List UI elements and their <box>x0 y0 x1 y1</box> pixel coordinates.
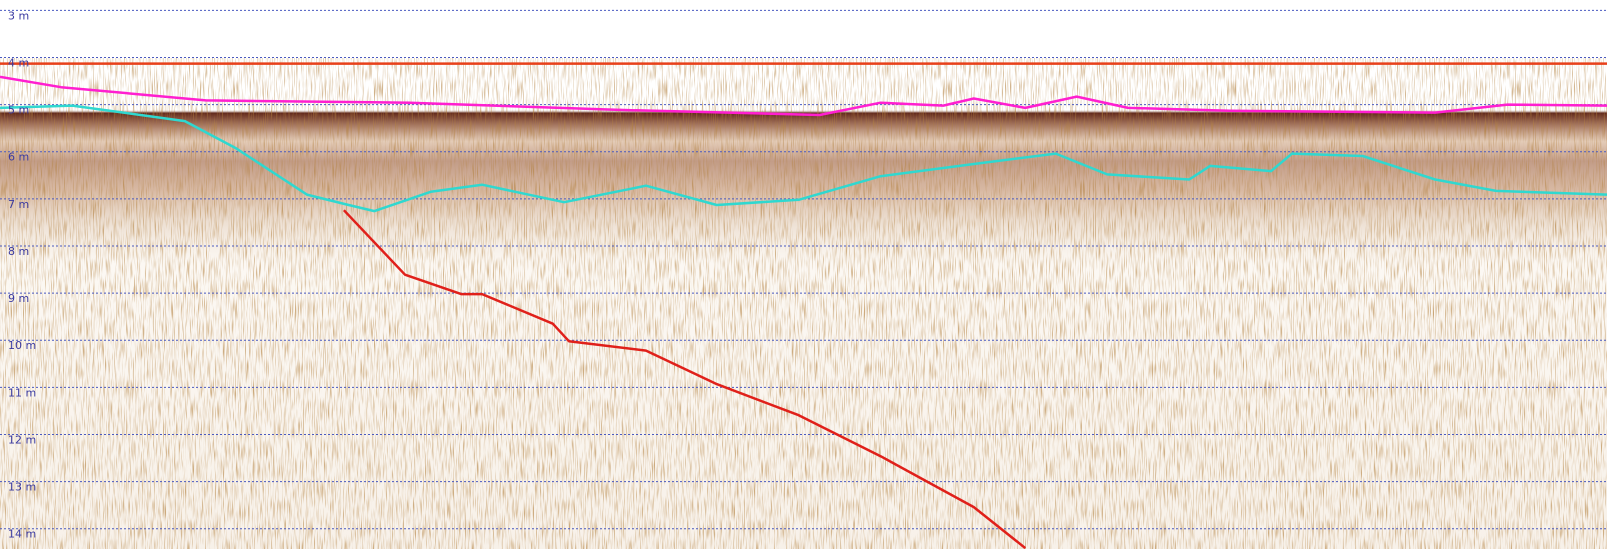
y-tick-label: 3 m <box>8 9 29 22</box>
y-tick-label: 6 m <box>8 151 29 164</box>
trace-line <box>342 209 1027 549</box>
y-tick-label: 11 m <box>8 386 36 399</box>
y-tick-label: 8 m <box>8 245 29 258</box>
traces <box>0 62 1607 549</box>
y-tick-label: 9 m <box>8 292 29 305</box>
depth-labels: 3 m 4 m 5 m 6 m 7 m 8 m 9 m 10 m 11 m 12 m 13 m 14 … <box>8 9 36 540</box>
y-tick-label: 4 m <box>8 56 29 69</box>
y-tick-label: 13 m <box>8 481 36 494</box>
y-tick-label: 14 m <box>8 528 36 541</box>
y-tick-label: 5 m <box>8 104 29 117</box>
y-tick-label: 7 m <box>8 198 29 211</box>
sediment-texture <box>0 58 1607 549</box>
trace-line <box>0 75 1607 117</box>
trace-line <box>0 104 1607 213</box>
y-tick-label: 12 m <box>8 433 36 446</box>
y-tick-label: 10 m <box>8 339 36 352</box>
